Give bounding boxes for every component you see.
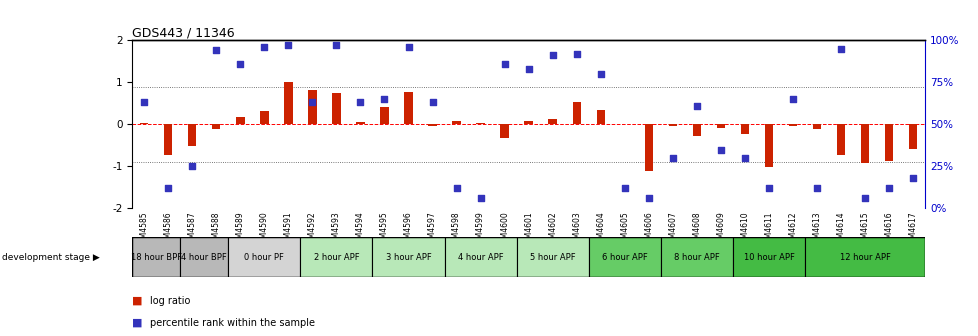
Text: log ratio: log ratio — [150, 296, 190, 306]
Point — [472, 196, 488, 201]
Bar — [308, 90, 316, 124]
Point — [736, 155, 752, 161]
Bar — [452, 121, 461, 124]
Text: ■: ■ — [132, 296, 143, 306]
Bar — [476, 123, 484, 124]
Point — [616, 185, 632, 191]
Point — [857, 196, 872, 201]
Text: 4 hour BPF: 4 hour BPF — [181, 253, 227, 261]
Point — [712, 147, 728, 152]
Text: 2 hour APF: 2 hour APF — [313, 253, 359, 261]
Point — [832, 46, 848, 51]
Point — [232, 61, 247, 67]
Bar — [500, 124, 509, 138]
Bar — [356, 122, 364, 124]
Point — [593, 71, 608, 77]
Point — [304, 100, 320, 105]
FancyBboxPatch shape — [660, 237, 733, 277]
Bar — [884, 124, 892, 161]
FancyBboxPatch shape — [300, 237, 372, 277]
Bar — [332, 93, 340, 124]
Point — [352, 100, 368, 105]
FancyBboxPatch shape — [588, 237, 660, 277]
Bar — [404, 92, 413, 124]
Text: 3 hour APF: 3 hour APF — [385, 253, 431, 261]
Point — [568, 51, 584, 56]
Point — [496, 61, 511, 67]
FancyBboxPatch shape — [372, 237, 444, 277]
Point — [641, 196, 656, 201]
Point — [208, 48, 224, 53]
FancyBboxPatch shape — [733, 237, 804, 277]
Point — [281, 43, 296, 48]
Bar — [716, 124, 725, 128]
Text: 6 hour APF: 6 hour APF — [601, 253, 647, 261]
Bar — [572, 102, 580, 124]
Bar — [596, 110, 604, 124]
Bar — [260, 111, 268, 124]
Text: 8 hour APF: 8 hour APF — [673, 253, 719, 261]
Bar — [644, 124, 652, 171]
Point — [400, 44, 416, 50]
Text: ■: ■ — [132, 318, 143, 328]
Text: percentile rank within the sample: percentile rank within the sample — [150, 318, 315, 328]
Bar — [740, 124, 748, 134]
Point — [664, 155, 680, 161]
FancyBboxPatch shape — [228, 237, 300, 277]
Text: 12 hour APF: 12 hour APF — [839, 253, 890, 261]
FancyBboxPatch shape — [132, 237, 180, 277]
Bar — [764, 124, 773, 167]
Point — [880, 185, 896, 191]
FancyBboxPatch shape — [804, 237, 924, 277]
Bar — [668, 124, 677, 126]
Bar — [164, 124, 172, 155]
Text: development stage ▶: development stage ▶ — [2, 253, 100, 261]
Point — [760, 185, 776, 191]
Point — [520, 66, 536, 72]
Point — [905, 175, 920, 181]
Bar — [236, 117, 244, 124]
Bar — [140, 123, 149, 124]
Text: 0 hour PF: 0 hour PF — [244, 253, 284, 261]
FancyBboxPatch shape — [180, 237, 228, 277]
Text: 10 hour APF: 10 hour APF — [742, 253, 793, 261]
FancyBboxPatch shape — [516, 237, 588, 277]
Bar — [812, 124, 821, 129]
Bar — [188, 124, 197, 146]
Bar — [428, 124, 436, 126]
Point — [809, 185, 824, 191]
Text: 5 hour APF: 5 hour APF — [529, 253, 575, 261]
Text: 4 hour APF: 4 hour APF — [458, 253, 503, 261]
Point — [184, 164, 200, 169]
Point — [424, 100, 440, 105]
Bar — [836, 124, 844, 155]
Bar — [908, 124, 916, 149]
Point — [784, 96, 800, 102]
FancyBboxPatch shape — [444, 237, 516, 277]
Point — [256, 44, 272, 50]
Point — [545, 53, 560, 58]
Point — [377, 96, 392, 102]
Bar — [548, 119, 556, 124]
Point — [448, 185, 464, 191]
Bar — [860, 124, 868, 163]
Bar — [524, 121, 532, 124]
Bar — [692, 124, 700, 136]
Text: GDS443 / 11346: GDS443 / 11346 — [132, 26, 235, 39]
Point — [689, 103, 704, 109]
Bar — [212, 124, 220, 129]
Bar — [284, 82, 292, 124]
Bar — [788, 124, 796, 126]
Text: 18 hour BPF: 18 hour BPF — [130, 253, 182, 261]
Point — [329, 43, 344, 48]
Point — [160, 185, 176, 191]
Bar — [379, 107, 388, 124]
Point — [136, 100, 152, 105]
